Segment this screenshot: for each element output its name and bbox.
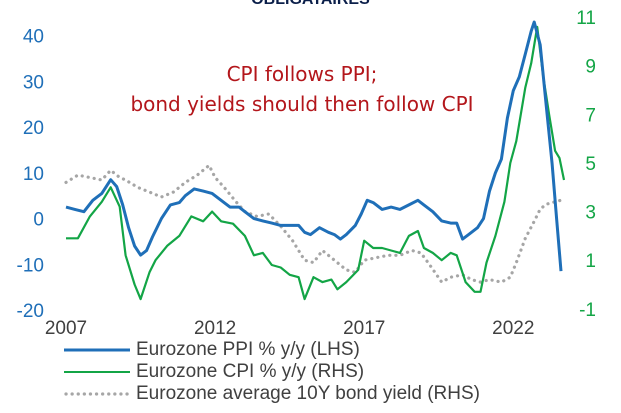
x-tick-label: 2007 — [45, 318, 87, 339]
series-line-cpi — [66, 25, 566, 301]
legend-item-ppi: Eurozone PPI % y/y (LHS) — [64, 339, 480, 361]
line-chart: -20 -10 0 10 20 30 40 -1 1 3 5 7 9 11 2007 2012 2017 2022… — [17, 8, 596, 339]
legend-label-ppi: Eurozone PPI % y/y (LHS) — [136, 339, 360, 360]
x-tick-label: 2022 — [492, 318, 534, 339]
y-left-tick-label: 20 — [23, 118, 44, 139]
axes-layer: -20 -10 0 10 20 30 40 -1 1 3 5 7 9 11 2007 2012 2017 2022 — [17, 8, 596, 339]
y-right-tick-label: 5 — [585, 154, 596, 175]
page-title-fragment: OBLIGATAIRES — [0, 0, 621, 9]
x-tick-label: 2017 — [343, 318, 385, 339]
legend-item-cpi: Eurozone CPI % y/y (RHS) — [64, 361, 480, 383]
annotation-text: bond yields should then follow CPI — [130, 92, 473, 116]
y-left-tick-label: 0 — [33, 210, 44, 231]
y-right-tick-label: -1 — [579, 300, 596, 321]
y-right-tick-label: 11 — [576, 8, 596, 29]
y-right-tick-label: 1 — [585, 251, 596, 272]
legend-label-bond: Eurozone average 10Y bond yield (RHS) — [136, 383, 480, 404]
legend-label-cpi: Eurozone CPI % y/y (RHS) — [136, 361, 365, 382]
series-line-ppi — [65, 20, 563, 272]
y-left-tick-label: -20 — [17, 301, 44, 322]
x-tick-label: 2012 — [194, 318, 236, 339]
series-line-bond — [64, 163, 566, 284]
legend: Eurozone PPI % y/y (LHS) Eurozone CPI % … — [64, 339, 480, 405]
y-right-tick-label: 7 — [585, 105, 596, 126]
y-right-tick-label: 3 — [585, 203, 596, 224]
series-layer — [64, 20, 566, 301]
y-right-tick-label: 9 — [585, 57, 596, 78]
legend-swatch-cpi — [64, 371, 130, 373]
legend-item-bond: Eurozone average 10Y bond yield (RHS) — [64, 383, 480, 405]
y-left-tick-label: 40 — [23, 27, 44, 48]
y-left-tick-label: 30 — [23, 72, 44, 93]
annotation-text: CPI follows PPI; — [227, 62, 378, 86]
legend-swatch-ppi — [64, 348, 130, 352]
y-left-tick-label: -10 — [17, 255, 44, 276]
annotation-layer: CPI follows PPI; bond yields should then … — [130, 62, 473, 116]
legend-swatch-bond — [64, 392, 130, 396]
y-left-tick-label: 10 — [23, 164, 44, 185]
